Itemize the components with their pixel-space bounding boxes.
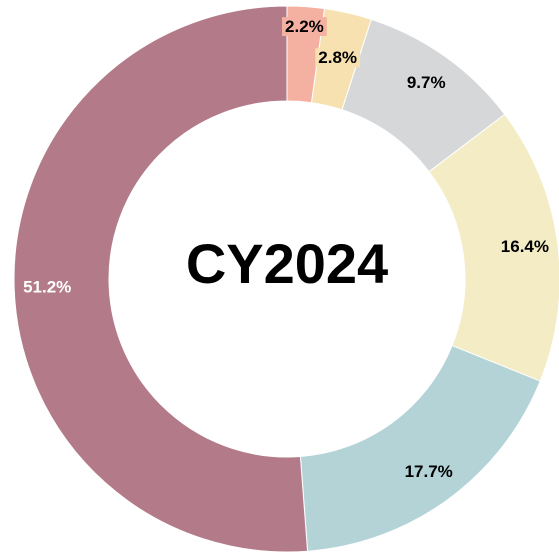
- label-box: [315, 48, 361, 68]
- slice: [13, 5, 309, 553]
- center-title: CY2024: [186, 232, 388, 295]
- value-label: 2.8%: [318, 48, 357, 67]
- value-label: 9.7%: [407, 73, 446, 92]
- value-label: 17.7%: [405, 462, 453, 481]
- slice: [299, 344, 541, 552]
- value-label: 16.4%: [501, 237, 549, 256]
- label-box: [282, 17, 327, 37]
- labels: 2.2% 2.8% 9.7% 16.4% 17.7% 51.2%: [23, 17, 549, 481]
- value-label: 51.2%: [23, 278, 71, 297]
- slices: [13, 5, 559, 553]
- value-label: 2.2%: [285, 17, 324, 36]
